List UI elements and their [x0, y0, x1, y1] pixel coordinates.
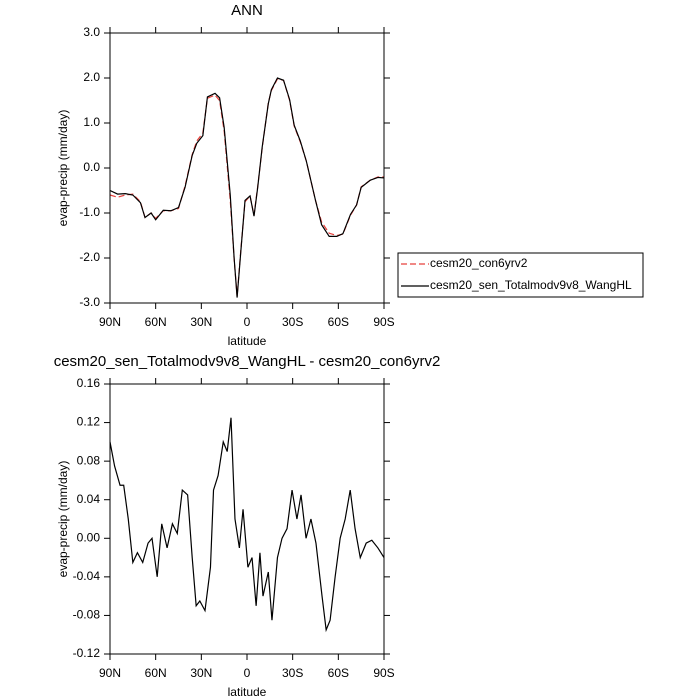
- x-tick-label: 60S: [328, 666, 349, 680]
- legend-box: [397, 252, 644, 298]
- x-tick-label: 60N: [145, 666, 167, 680]
- y-tick-label: -0.12: [73, 646, 101, 660]
- y-tick-label: -1.0: [79, 205, 100, 219]
- y-tick-label: 1.0: [83, 115, 100, 129]
- y-tick-label: 0.16: [77, 376, 101, 390]
- plot-frame: [109, 32, 385, 304]
- data-line: [109, 78, 384, 297]
- x-tick-label: 90N: [99, 315, 121, 329]
- x-tick-label: 90S: [373, 666, 394, 680]
- y-tick-label: 0.00: [77, 530, 101, 544]
- legend-label: cesm20_con6yrv2: [430, 256, 528, 270]
- x-tick-label: 90S: [373, 315, 394, 329]
- x-tick-label: 90N: [99, 666, 121, 680]
- y-tick-label: 0.08: [77, 453, 101, 467]
- data-line: [109, 77, 385, 298]
- data-line: [109, 417, 385, 633]
- y-tick-label: -0.08: [73, 608, 101, 622]
- x-axis-label: latitude: [228, 334, 267, 348]
- x-tick-label: 60N: [145, 315, 167, 329]
- x-tick-label: 0: [244, 315, 251, 329]
- y-tick-label: 0.04: [77, 492, 101, 506]
- x-tick-label: 60S: [328, 315, 349, 329]
- y-tick-label: 0.0: [83, 160, 100, 174]
- chart-title: ANN: [231, 2, 263, 19]
- chart-title: cesm20_sen_Totalmodv9v8_WangHL - cesm20_…: [54, 353, 441, 370]
- legend-label: cesm20_sen_Totalmodv9v8_WangHL: [430, 278, 632, 292]
- y-axis-label: evap-precip (mm/day): [56, 461, 70, 578]
- y-tick-label: 0.12: [77, 415, 101, 429]
- y-tick-label: 2.0: [83, 70, 100, 84]
- x-tick-label: 30S: [282, 666, 303, 680]
- y-tick-label: -2.0: [79, 250, 100, 264]
- plot-frame: [109, 383, 385, 655]
- x-tick-label: 30N: [190, 315, 212, 329]
- y-axis-label: evap-precip (mm/day): [56, 110, 70, 227]
- y-tick-label: -0.04: [73, 569, 101, 583]
- x-tick-label: 0: [244, 666, 251, 680]
- x-tick-label: 30S: [282, 315, 303, 329]
- y-tick-label: 3.0: [83, 25, 100, 39]
- x-tick-label: 30N: [190, 666, 212, 680]
- x-axis-label: latitude: [228, 685, 267, 699]
- y-tick-label: -3.0: [79, 295, 100, 309]
